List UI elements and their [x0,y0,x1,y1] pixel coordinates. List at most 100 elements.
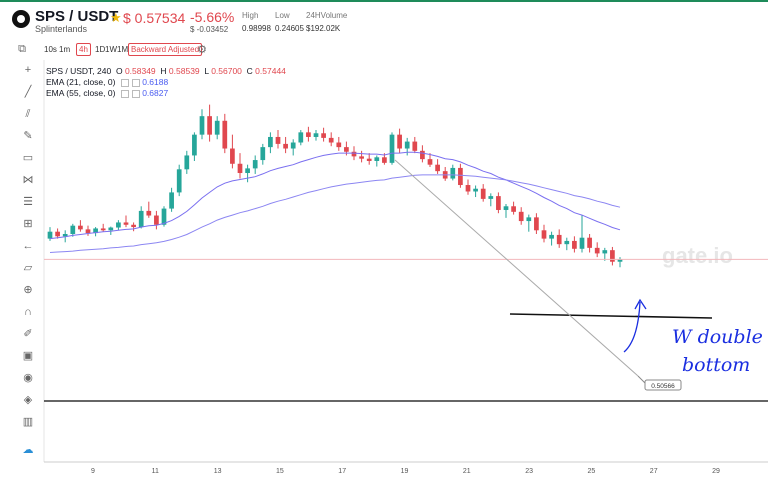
brush-icon[interactable]: ✎ [23,130,33,142]
eye-icon[interactable]: ◉ [23,372,33,384]
pencil-lock-icon[interactable]: ✐ [23,328,33,340]
ema21-line [49,151,621,240]
candle-body [283,143,288,149]
ema55-visibility-icon[interactable] [120,89,129,98]
x-tick-label: 21 [463,468,471,475]
adjust-dropdown[interactable]: Backward Adjusted [128,43,203,56]
candle-body [511,206,516,212]
favorite-star-icon[interactable]: ★ [110,10,122,25]
high-label: High [242,11,259,20]
candle-body [93,228,98,234]
zoom-icon[interactable]: ⊕ [23,284,33,296]
candle-body [123,222,129,225]
hand-arrow-head [634,298,647,310]
neckline-drawing [509,313,713,319]
lock-icon[interactable]: ▣ [22,350,34,362]
tf-1m[interactable]: 1m [59,45,71,54]
chart-type-icon[interactable]: ⧉ [18,43,26,55]
ema21-visibility-icon[interactable] [120,78,129,87]
fib-icon[interactable]: ☰ [23,196,33,208]
candle-body [526,217,532,222]
candle-body [617,259,623,262]
candle-body [420,150,425,160]
sps-logo-icon [12,10,30,28]
chart-legend: SPS / USDT, 240 O 0.58349 H 0.58539 L 0.… [46,66,286,99]
candle-body [306,132,311,137]
candle-body [549,234,554,239]
annotation-line2: bottom [682,354,750,376]
candle-body [458,167,463,186]
x-tick-label: 15 [276,468,284,475]
ema21-label: EMA (21, close, 0) [46,77,116,87]
layers-icon[interactable]: ◈ [23,394,33,406]
tf-1m-month[interactable]: 1M [117,45,129,54]
candle-body [237,163,243,174]
legend-h-label: H [160,66,167,76]
candle-body [321,133,326,138]
candle-body [503,206,509,210]
change-percent: -5.66% [190,9,235,25]
candle-body [450,167,456,179]
pattern-icon[interactable]: ⋈ [22,174,34,186]
x-tick-label: 17 [338,468,346,475]
candle-body [351,151,357,157]
candle-body [176,169,182,193]
timeframe-bar: ⧉ 10s 1m 4h 1D 1W 1M Backward Adjusted ⚙ [0,42,768,58]
text-icon[interactable]: ▭ [22,152,34,164]
last-price: $ 0.57534 [123,10,186,26]
magnet-icon[interactable]: ∩ [24,306,32,318]
x-tick-label: 11 [152,468,159,475]
change-absolute: $ -0.03452 [190,25,229,34]
candle-body [328,137,334,143]
legend-title: SPS / USDT, 240 [46,66,112,76]
low-value: 0.24605 [275,24,304,33]
candle-body [572,240,577,249]
tf-1w[interactable]: 1W [105,45,117,54]
candle-body [192,134,197,156]
candle-body [138,210,144,228]
settings-gear-icon[interactable]: ⚙ [197,44,207,56]
volume-label: 24HVolume [306,11,348,20]
accent-line [0,0,768,2]
candle-body [374,157,380,161]
channel-icon[interactable]: ⫽ [25,108,31,120]
back-arrow-icon[interactable]: ← [22,240,34,252]
candle-body [184,155,190,170]
low-label: Low [275,11,290,20]
candle-body [397,134,402,149]
candle-body [154,215,159,225]
candle-body [207,116,212,135]
candle-body [100,228,106,231]
measure-icon[interactable]: ⊞ [23,218,33,230]
tf-10s[interactable]: 10s [44,45,57,54]
crosshair-icon[interactable]: + [24,64,32,76]
candle-body [404,141,410,149]
legend-c-label: C [246,66,253,76]
trash-icon[interactable]: ▥ [22,416,34,428]
candle-body [465,185,471,192]
candle-body [47,231,53,239]
candle-body [298,132,304,143]
ema55-line [49,174,621,253]
cloud-icon[interactable]: ☁ [22,444,34,456]
ruler-icon[interactable]: ▱ [23,262,33,274]
candle-body [55,231,60,237]
pair-subtitle: Splinterlands [35,24,88,34]
ema55-close-icon[interactable] [131,89,140,98]
candle-body [78,225,83,230]
tf-4h-selected[interactable]: 4h [76,43,91,56]
trendline-icon[interactable]: ╱ [24,86,32,98]
candle-body [564,240,570,245]
volume-value: $192.02K [306,24,341,33]
ema21-value: 0.6188 [142,77,169,87]
candle-body [602,250,608,254]
ema21-close-icon[interactable] [131,78,140,87]
tf-1d[interactable]: 1D [95,45,106,54]
x-tick-label: 29 [712,468,720,475]
x-tick-label: 23 [525,468,533,475]
candle-body [366,158,372,161]
ema55-label: EMA (55, close, 0) [46,88,116,98]
candle-body [260,147,266,161]
candle-body [518,211,524,222]
